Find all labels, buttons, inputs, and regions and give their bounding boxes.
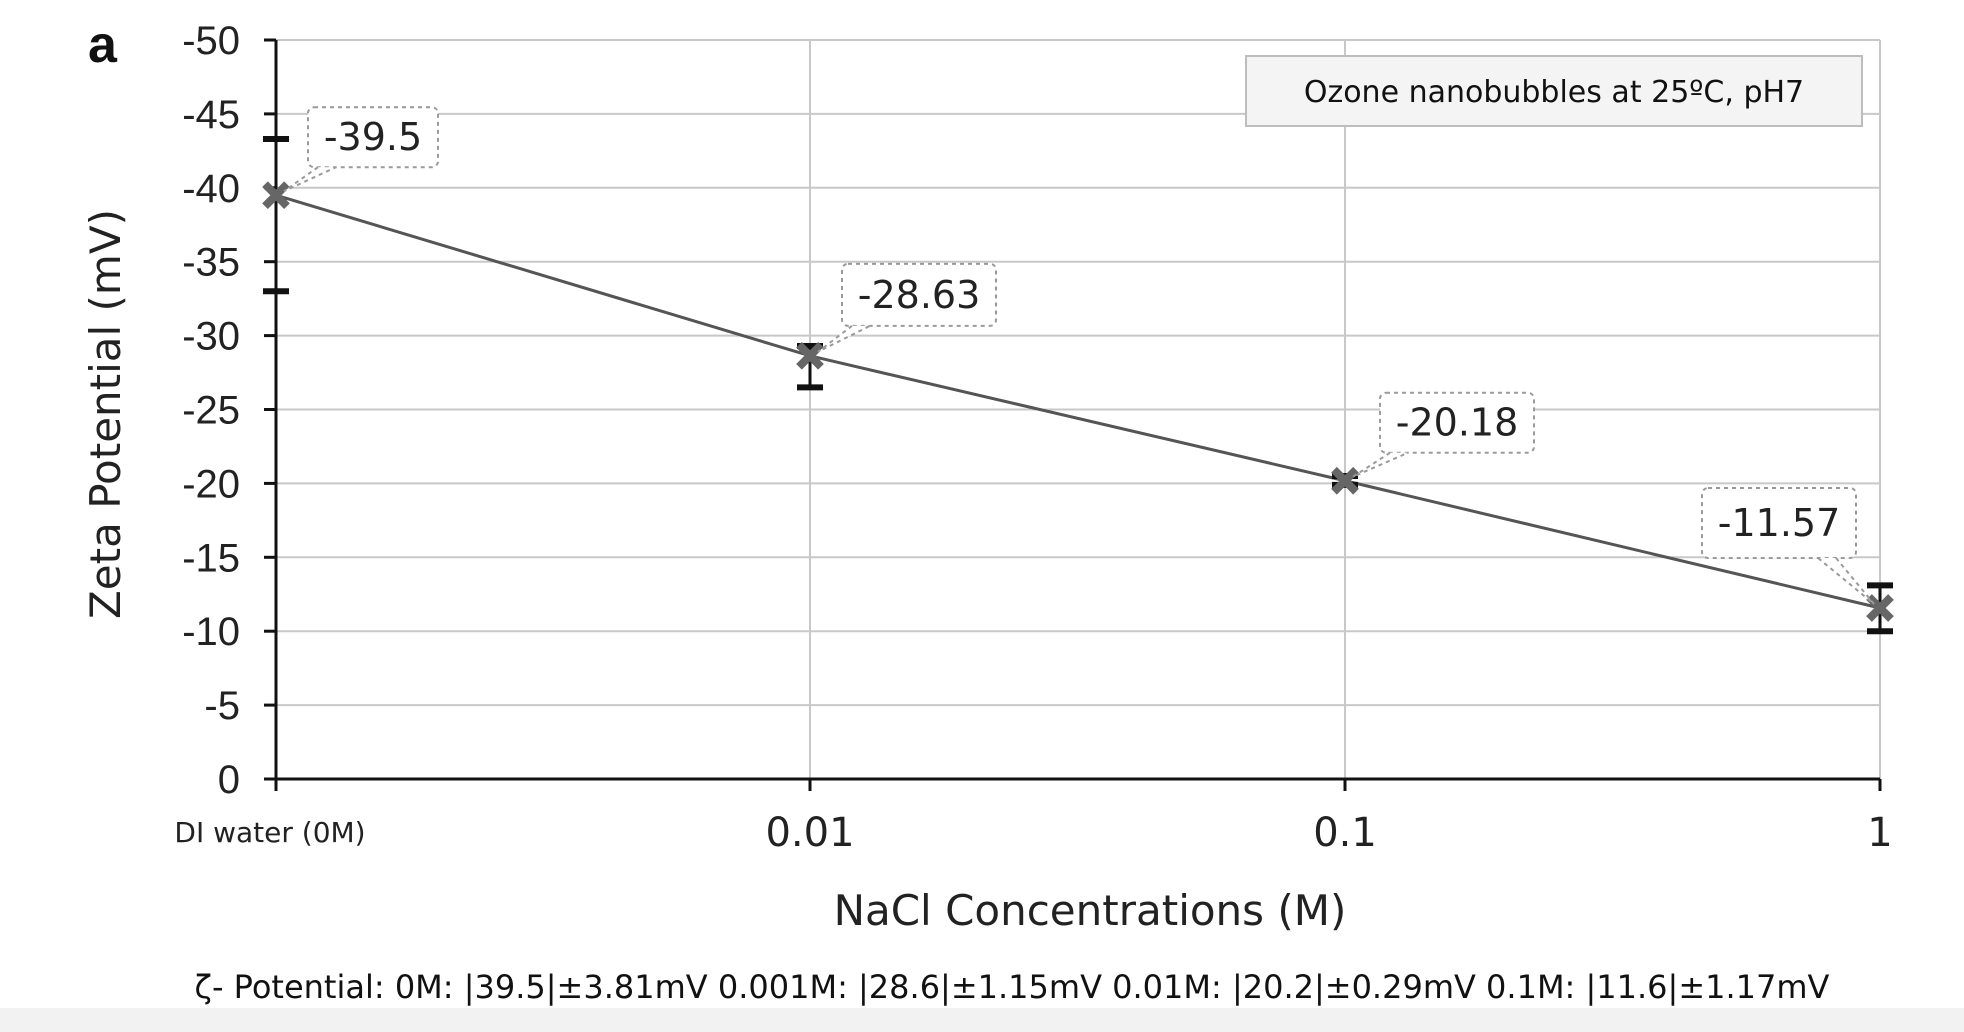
data-label-box — [1701, 486, 1857, 559]
y-tick-label: -40 — [182, 167, 240, 211]
data-point-marker — [1866, 594, 1894, 622]
data-label-box — [307, 106, 439, 169]
data-label-pointer — [1817, 557, 1875, 605]
data-label: -20.18 — [1396, 401, 1519, 445]
legend-text: Ozone nanobubbles at 25ºC, pH7 — [1304, 75, 1804, 110]
y-tick-label: -20 — [182, 462, 240, 506]
y-tick-label: -50 — [182, 19, 240, 63]
x-tick-label: 0.01 — [765, 810, 854, 856]
x-tick-labels: DI water (0M) 0.01 0.1 1 — [174, 810, 1892, 856]
data-label-pointer — [817, 324, 871, 353]
series-layer — [262, 136, 1894, 635]
data-label: -39.5 — [324, 115, 422, 159]
data-label: -11.57 — [1718, 501, 1841, 545]
x-tick-label: DI water (0M) — [174, 816, 365, 849]
data-label-box — [1379, 391, 1535, 454]
footnote: ζ- Potential: 0M: |39.5|±3.81mV 0.001M: … — [195, 968, 1830, 1006]
footer-band — [0, 1008, 1964, 1032]
data-label-pointer — [1352, 451, 1409, 478]
x-tick-label: 0.1 — [1313, 810, 1377, 856]
y-tick-label: -45 — [182, 93, 240, 137]
data-point-marker — [796, 342, 824, 370]
data-label-pointer — [283, 166, 337, 193]
x-tick-label: 1 — [1867, 810, 1892, 856]
y-tick-label: -35 — [182, 241, 240, 285]
y-tick-label: -10 — [182, 610, 240, 654]
data-point-marker — [262, 181, 290, 210]
series-line — [275, 193, 1881, 610]
x-axis-label: NaCl Concentrations (M) — [834, 886, 1347, 935]
data-labels: -39.5 -28.63 -20.18 -11.57 — [283, 106, 1875, 605]
data-point-marker — [1331, 466, 1359, 495]
y-axis-label: Zeta Potential (mV) — [81, 209, 130, 619]
y-tick-label: 0 — [218, 758, 240, 802]
y-tick-label: -5 — [204, 684, 240, 728]
panel-letter: a — [88, 16, 118, 74]
y-tick-label: -15 — [182, 536, 240, 580]
y-tick-label: -30 — [182, 315, 240, 359]
data-label-box — [841, 262, 997, 327]
y-tick-label: -25 — [182, 389, 240, 433]
data-label: -28.63 — [858, 273, 981, 317]
legend-box: Ozone nanobubbles at 25ºC, pH7 — [1245, 55, 1863, 127]
y-tick-labels: -50-45-40-35-30-25-20-15-10-50 — [182, 19, 240, 802]
grid-lines — [276, 39, 1881, 779]
